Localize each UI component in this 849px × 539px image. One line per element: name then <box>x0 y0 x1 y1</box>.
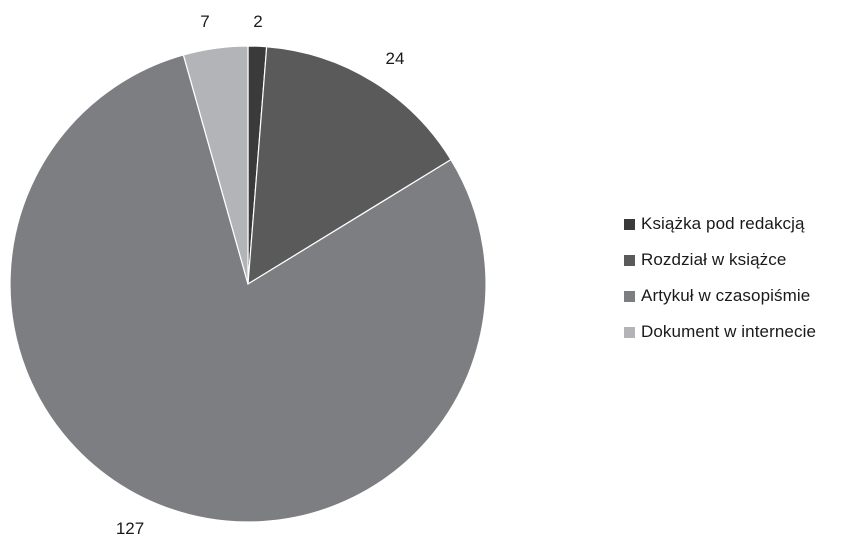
legend-swatch-artykul-w-czasopismie <box>624 290 635 302</box>
legend-swatch-dokument-w-internecie <box>624 326 635 338</box>
data-label-dokument-w-internecie: 7 <box>200 12 209 31</box>
legend-label-dokument-w-internecie: Dokument w internecie <box>641 322 817 341</box>
legend-swatch-rozdzial-w-ksiazce <box>624 254 635 266</box>
data-label-artykul-w-czasopismie: 127 <box>116 519 144 538</box>
data-label-ksiazka-pod-redakcja: 2 <box>253 12 262 31</box>
pie-slices <box>9 45 487 523</box>
pie-slice-rozdzial-w-ksiazce <box>247 46 452 286</box>
legend-item-dokument-w-internecie: Dokument w internecie <box>624 321 849 343</box>
pie-slice-dokument-w-internecie <box>182 45 249 285</box>
legend-label-rozdzial-w-ksiazce: Rozdział w książce <box>641 250 787 269</box>
pie-slice-artykul-w-czasopismie <box>9 54 487 523</box>
legend-item-artykul-w-czasopismie: Artykuł w czasopiśmie <box>624 285 849 307</box>
legend-item-rozdzial-w-ksiazce: Rozdział w książce <box>624 249 849 271</box>
legend-item-ksiazka-pod-redakcja: Książka pod redakcją <box>624 213 849 235</box>
legend: Książka pod redakcją Rozdział w książce … <box>624 213 849 357</box>
legend-label-ksiazka-pod-redakcja: Książka pod redakcją <box>641 214 805 233</box>
legend-label-artykul-w-czasopismie: Artykuł w czasopiśmie <box>641 286 811 305</box>
legend-swatch-ksiazka-pod-redakcja <box>624 218 635 230</box>
data-label-rozdzial-w-ksiazce: 24 <box>386 49 405 68</box>
